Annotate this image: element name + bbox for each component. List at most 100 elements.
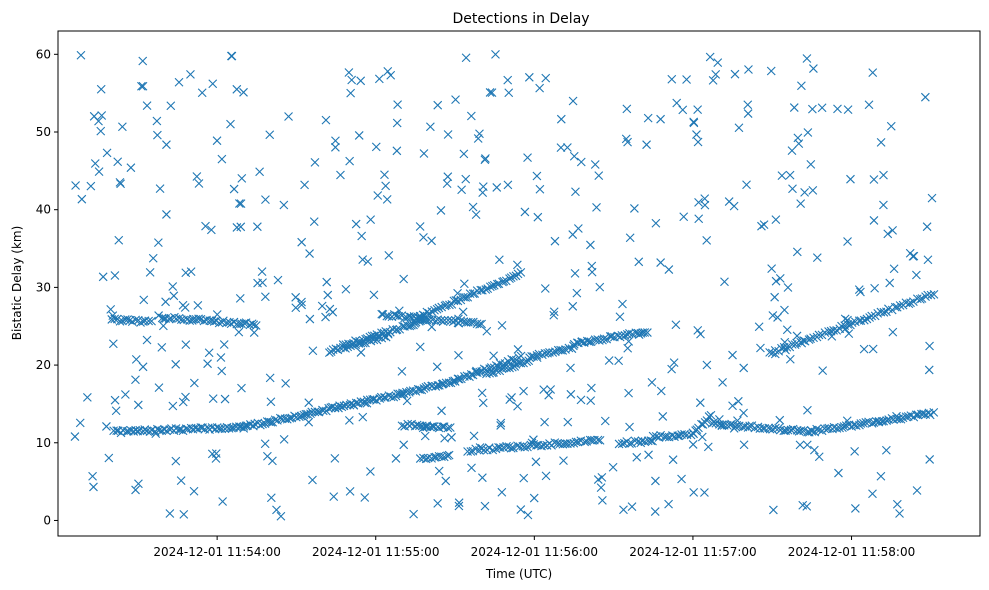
data-point	[296, 411, 306, 421]
data-point	[440, 315, 450, 325]
x-axis: 2024-12-01 11:54:00 2024-12-01 11:55:00 20…	[153, 536, 915, 559]
data-point	[511, 359, 521, 369]
data-point	[621, 134, 631, 144]
data-point	[355, 336, 364, 346]
data-point	[194, 179, 204, 188]
data-point	[909, 251, 919, 261]
data-point	[300, 180, 309, 190]
data-point	[237, 173, 247, 183]
data-point	[531, 457, 541, 467]
data-point	[361, 334, 370, 344]
data-point	[358, 255, 368, 265]
data-point	[714, 414, 724, 424]
x-tick-label: 2024-12-01 11:54:00	[153, 545, 280, 559]
data-point	[876, 471, 886, 481]
data-point	[152, 116, 162, 126]
data-point	[499, 276, 509, 286]
data-point	[475, 367, 485, 377]
data-point	[392, 325, 402, 334]
data-point	[571, 187, 580, 197]
data-point	[923, 255, 933, 265]
data-point	[496, 418, 506, 428]
data-point	[253, 278, 262, 288]
data-point	[96, 84, 106, 94]
data-point	[362, 398, 372, 408]
data-point	[433, 315, 443, 324]
data-point	[297, 237, 307, 247]
y-tick-label: 20	[36, 358, 51, 372]
data-point	[506, 443, 516, 453]
data-point	[181, 340, 191, 350]
data-point	[892, 411, 901, 421]
data-point	[212, 310, 222, 319]
data-point	[859, 344, 869, 354]
data-point	[870, 283, 880, 293]
data-point	[363, 257, 373, 266]
data-point	[189, 378, 199, 388]
data-point	[360, 493, 370, 502]
data-point	[512, 260, 522, 270]
data-point	[357, 231, 367, 241]
data-point	[147, 316, 156, 326]
data-point	[595, 436, 605, 445]
data-point	[492, 279, 502, 289]
data-point	[598, 495, 607, 505]
data-point	[181, 392, 190, 402]
y-tick-label: 50	[36, 125, 51, 139]
data-point	[157, 313, 167, 323]
data-point	[679, 212, 689, 222]
data-point	[433, 499, 443, 508]
data-point	[94, 167, 104, 176]
data-point	[472, 366, 481, 376]
data-point	[507, 362, 517, 372]
data-point	[461, 174, 471, 184]
y-tick-label: 0	[43, 513, 51, 527]
data-point	[564, 343, 574, 353]
data-point	[514, 358, 524, 368]
data-point	[568, 301, 578, 311]
data-point	[789, 103, 799, 112]
data-point	[334, 403, 343, 413]
data-point	[341, 284, 351, 294]
data-point	[186, 267, 196, 277]
data-point	[507, 393, 516, 402]
data-point	[272, 505, 281, 515]
data-point	[82, 393, 92, 402]
data-point	[131, 375, 140, 385]
data-point	[111, 406, 121, 416]
data-point	[480, 155, 490, 165]
data-point	[851, 421, 861, 430]
data-point	[573, 437, 583, 447]
data-point	[824, 327, 833, 336]
data-point	[911, 270, 921, 280]
data-point	[850, 504, 860, 513]
data-point	[384, 312, 394, 321]
data-point	[546, 385, 556, 394]
data-point	[133, 400, 143, 410]
data-point	[780, 337, 790, 347]
data-point	[415, 342, 425, 352]
data-point	[693, 326, 703, 335]
data-point	[323, 290, 333, 300]
data-point	[397, 421, 407, 431]
data-point	[131, 485, 140, 495]
data-point	[802, 54, 812, 63]
data-point	[377, 309, 387, 319]
data-point	[672, 98, 682, 108]
data-point	[667, 74, 677, 84]
data-point	[576, 395, 586, 405]
data-point	[489, 351, 499, 361]
data-point	[889, 264, 899, 274]
x-axis-label: Time (UTC)	[485, 567, 552, 581]
data-point	[266, 417, 276, 427]
data-point	[733, 396, 743, 406]
data-point	[727, 419, 736, 429]
data-point	[126, 163, 136, 173]
data-point	[208, 79, 218, 89]
data-point	[535, 83, 545, 93]
data-point	[754, 322, 764, 332]
data-point	[376, 392, 386, 402]
data-point	[409, 509, 419, 519]
data-point	[478, 398, 488, 408]
data-point	[486, 363, 496, 372]
